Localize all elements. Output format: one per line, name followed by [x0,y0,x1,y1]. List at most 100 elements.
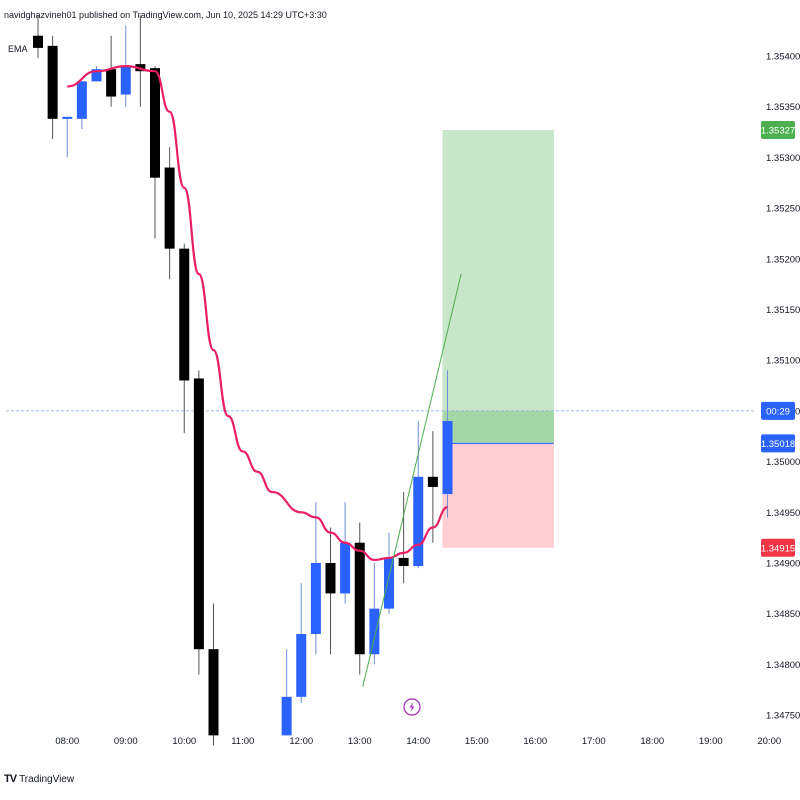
ema-line-group [67,65,448,562]
candle[interactable] [76,81,87,130]
candlestick-chart[interactable]: 1.34750 1.34800 1.34850 1.34900 1.34950 1.350… [0,0,800,760]
time-axis: 08:00 09:00 10:00 11:00 12:00 13:00 14:00 15:00… [55,736,781,747]
candle[interactable] [135,15,146,107]
candle-body [91,69,102,82]
candle[interactable] [281,649,292,736]
y-tick-label: 1.35300 [766,153,800,164]
y-tick-label: 1.34800 [766,660,800,671]
price-axis: 1.34750 1.34800 1.34850 1.34900 1.34950 1.350… [766,52,800,722]
ema-indicator-label[interactable]: EMA [8,44,28,54]
lightning-bolt [409,702,415,712]
tradingview-footer: TV TradingView [4,773,74,785]
position-zones [6,130,755,548]
stop-price-badge-text: 1.34915 [761,543,795,554]
candle-body [164,167,175,249]
x-tick-label: 20:00 [757,736,781,747]
entry-price-badge[interactable]: 1.35018 [761,434,795,453]
candle[interactable] [442,370,453,518]
candle-body [325,563,336,594]
y-tick-label: 1.35400 [766,52,800,63]
loss-zone[interactable] [442,443,554,548]
stop-price-badge-bg [761,538,795,557]
y-tick-label: 1.34900 [766,559,800,570]
candle-body [398,557,409,567]
tradingview-logo-icon: TV [4,773,17,785]
y-tick-label: 1.35350 [766,102,800,113]
candle-body [310,563,321,634]
x-tick-label: 17:00 [582,736,606,747]
target-price-badge-text: 1.35327 [761,126,795,137]
x-tick-label: 10:00 [172,736,196,747]
candle-body [208,649,219,736]
candle-body [120,66,131,95]
profit-zone[interactable] [442,130,554,444]
candle-body [340,542,351,594]
candle-body [369,608,380,655]
x-tick-label: 18:00 [640,736,664,747]
candle[interactable] [179,243,190,434]
candle-body [193,378,204,650]
candle-body [442,421,453,495]
candle[interactable] [296,583,307,703]
trendline[interactable] [362,273,462,687]
overlays-group [362,273,462,716]
candle[interactable] [164,147,175,280]
x-tick-label: 13:00 [348,736,372,747]
candle[interactable] [193,370,204,675]
y-tick-label: 1.35000 [766,457,800,468]
profit-zone-filled [442,410,554,444]
y-tick-label: 1.35150 [766,305,800,316]
candle-body [76,81,87,119]
x-tick-label: 16:00 [523,736,547,747]
candle[interactable] [150,66,160,239]
entry-price-badge-bg [761,434,795,453]
target-price-badge[interactable]: 1.35327 [761,121,795,140]
candle-body [427,476,438,487]
candle-body [33,35,43,48]
price-badges: 1.35327 00:29 1.35018 1.34915 [761,121,795,557]
stop-price-badge[interactable]: 1.34915 [761,538,795,557]
y-tick-label: 1.34750 [766,711,800,722]
candle[interactable] [427,431,438,543]
candles-group [33,15,453,746]
countdown-badge-text: 00:29 [766,406,790,417]
y-tick-label: 1.35200 [766,254,800,265]
candle[interactable] [384,532,394,614]
candle[interactable] [91,66,102,82]
candle[interactable] [33,15,43,59]
candle-body [47,45,58,119]
candle[interactable] [47,35,58,140]
candle[interactable] [369,563,380,665]
countdown-badge-bg [761,401,795,420]
x-tick-label: 15:00 [465,736,489,747]
candle[interactable] [398,492,409,584]
ema-line[interactable] [67,65,448,562]
candle-body [281,696,292,736]
x-tick-label: 12:00 [289,736,313,747]
candle-body [179,248,190,381]
candle-body [354,542,365,655]
candle[interactable] [325,527,336,655]
candle-body [413,476,424,567]
x-tick-label: 19:00 [699,736,723,747]
target-price-badge-bg [761,121,795,140]
candle-body [384,557,394,609]
y-tick-label: 1.34850 [766,609,800,620]
candle[interactable] [354,522,365,675]
x-tick-label: 11:00 [231,736,254,747]
candle[interactable] [413,421,424,569]
candle[interactable] [340,502,351,604]
countdown-badge[interactable]: 00:29 [761,401,795,420]
y-tick-label: 1.35250 [766,204,800,215]
candle-body [62,116,73,119]
y-tick-label: 1.34950 [766,508,800,519]
candle[interactable] [62,116,73,158]
candle[interactable] [106,35,117,107]
candle-body [150,68,160,178]
candle[interactable] [208,603,219,746]
y-tick-label: 1.35100 [766,356,800,367]
published-header: navidghazvineh01 published on TradingVie… [4,10,327,20]
candle[interactable] [310,502,321,655]
entry-price-badge-text: 1.35018 [761,439,795,450]
x-tick-label: 08:00 [55,736,79,747]
